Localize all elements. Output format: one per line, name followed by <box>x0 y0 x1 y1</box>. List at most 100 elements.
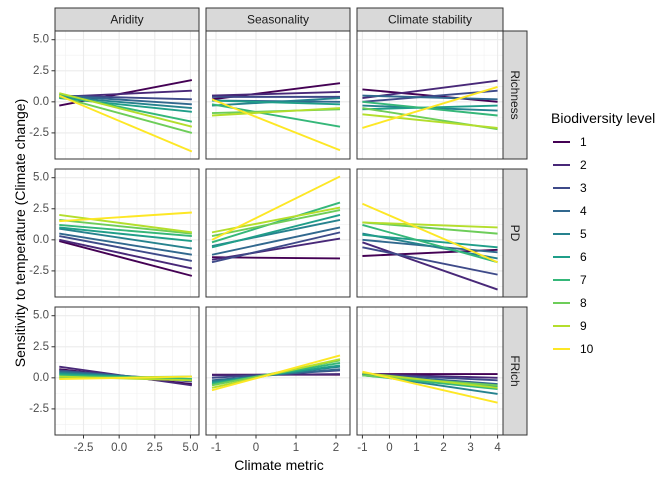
series-line <box>59 219 192 235</box>
series-line <box>59 223 192 238</box>
x-tick-label: 0.0 <box>111 442 127 454</box>
x-tick-label: 0 <box>253 442 259 454</box>
panel-border <box>205 306 351 436</box>
series-line <box>362 371 498 389</box>
y-tick-label: 0.0 <box>33 372 49 384</box>
series-line <box>59 226 192 243</box>
panel-border <box>356 30 504 160</box>
legend-label: 5 <box>580 227 587 241</box>
legend-label: 2 <box>580 158 587 172</box>
legend-label: 3 <box>580 181 587 195</box>
legend-label: 10 <box>580 342 594 356</box>
series-line <box>362 100 498 117</box>
series-line <box>362 113 498 129</box>
y-tick-label: 5.0 <box>33 310 49 322</box>
panel-border <box>205 30 351 160</box>
x-tick-label: 2 <box>333 442 339 454</box>
panel-border <box>54 306 200 436</box>
panel-border <box>356 168 504 298</box>
series-line <box>59 232 193 256</box>
series-line <box>362 221 498 235</box>
facet-strip-label: FRich <box>508 355 522 386</box>
legend-label: 1 <box>580 135 587 149</box>
y-tick-label: -2.5 <box>29 127 49 139</box>
legend-label: 4 <box>580 204 587 218</box>
legend-label: 8 <box>580 296 587 310</box>
panel-background <box>55 169 199 297</box>
legend-label: 7 <box>580 273 587 287</box>
series-line <box>211 231 341 264</box>
series-line <box>59 375 192 381</box>
series-line <box>59 214 192 234</box>
series-line <box>362 246 498 276</box>
series-line <box>211 175 341 241</box>
series-line <box>362 370 498 404</box>
facet-strip-label: Richness <box>508 70 522 119</box>
series-line <box>59 227 193 250</box>
series-line <box>58 94 193 153</box>
series-line <box>362 233 498 249</box>
series-line <box>211 237 341 261</box>
series-line <box>59 97 192 113</box>
x-tick-label: 2 <box>440 442 446 454</box>
y-tick-label: 2.5 <box>33 203 49 215</box>
legend-title: Biodiversity level <box>551 110 655 126</box>
series-line <box>211 98 341 152</box>
facet-strip-label: Climate stability <box>388 13 472 27</box>
panel-border <box>205 168 351 298</box>
series-line <box>59 235 193 262</box>
series-line <box>211 107 341 117</box>
series-line <box>211 214 341 249</box>
facet-strip-label: Aridity <box>110 13 143 27</box>
series-line <box>362 224 498 264</box>
y-tick-label: -2.5 <box>29 265 49 277</box>
y-tick-label: 0.0 <box>33 96 49 108</box>
series-line <box>362 79 498 100</box>
series-line <box>211 90 341 97</box>
x-tick-label: 0 <box>386 442 392 454</box>
panel-border <box>356 306 504 436</box>
x-tick-label: 1 <box>293 442 299 454</box>
series-line <box>362 202 498 264</box>
series-line <box>211 99 341 106</box>
y-tick-label: 2.5 <box>33 341 49 353</box>
x-tick-label: -1 <box>357 442 367 454</box>
series-line <box>59 94 192 106</box>
x-tick-label: -1 <box>211 442 221 454</box>
facet-strip-label: Seasonality <box>247 13 309 27</box>
x-tick-label: 1 <box>413 442 419 454</box>
facet-strip-label: PD <box>508 225 522 242</box>
series-line <box>362 89 498 103</box>
x-tick-label: 5.0 <box>182 442 198 454</box>
series-line <box>362 241 498 291</box>
y-tick-label: 5.0 <box>33 34 49 46</box>
series-line <box>59 240 193 277</box>
x-tick-label: 4 <box>494 442 501 454</box>
series-line <box>59 211 192 223</box>
y-axis-title: Sensitivity to temperature (Climate chan… <box>12 99 28 367</box>
x-tick-label: 3 <box>467 442 473 454</box>
panel-background <box>55 31 199 159</box>
series-line <box>211 209 341 238</box>
series-line <box>59 95 193 134</box>
y-tick-label: 5.0 <box>33 172 49 184</box>
series-line <box>362 94 498 101</box>
series-line <box>211 354 341 392</box>
y-tick-label: 0.0 <box>33 234 49 246</box>
legend-label: 9 <box>580 319 587 333</box>
y-tick-label: -2.5 <box>29 403 49 415</box>
x-axis-title: Climate metric <box>234 457 323 473</box>
series-line <box>211 226 341 256</box>
x-tick-label: 2.5 <box>147 442 163 454</box>
y-tick-label: 2.5 <box>33 65 49 77</box>
series-line <box>362 221 498 229</box>
facet-strip-row <box>502 306 528 436</box>
panel-border <box>54 30 200 160</box>
panel-border <box>54 168 200 298</box>
facet-strip-row <box>502 30 528 160</box>
series-line <box>362 86 498 129</box>
series-line <box>59 238 193 270</box>
legend-label: 6 <box>580 250 587 264</box>
x-tick-label: -2.5 <box>74 442 94 454</box>
